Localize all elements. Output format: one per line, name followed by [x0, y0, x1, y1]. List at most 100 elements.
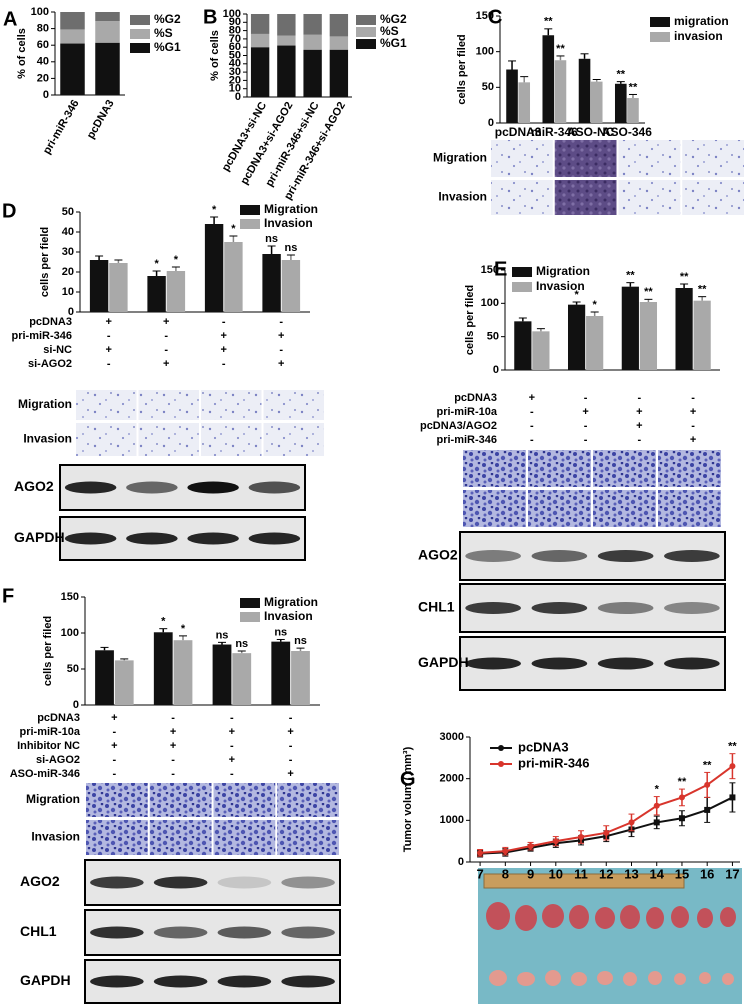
tumor: [517, 972, 535, 986]
y-tick-label: 3000: [440, 731, 464, 743]
bar: [281, 260, 301, 312]
y-tick-label: 30: [229, 66, 241, 78]
x-tick-label: 9: [527, 866, 534, 881]
bar: [173, 640, 193, 705]
bar: [114, 660, 134, 705]
bar-segment: [60, 12, 85, 30]
significance: ns: [265, 233, 278, 245]
cell-image: [593, 490, 656, 527]
treatment-sign: -: [230, 768, 234, 780]
significance: *: [593, 299, 598, 311]
y-tick-label: 90: [229, 16, 241, 28]
y-tick-label: 150: [481, 264, 499, 276]
bar-segment: [329, 36, 349, 50]
treatment-name: si-AGO2: [28, 358, 72, 370]
legend-swatch: [512, 267, 532, 277]
blot-band: [281, 926, 335, 939]
panel-letter: C: [488, 6, 502, 28]
treatment-sign: -: [171, 754, 175, 766]
bar: [232, 653, 252, 705]
image-row-label: Migration: [18, 397, 72, 411]
x-tick-label: 16: [700, 866, 714, 881]
treatment-sign: -: [289, 754, 293, 766]
image-row-label: Invasion: [438, 190, 487, 204]
bar: [271, 641, 291, 705]
y-tick-label: 80: [37, 23, 49, 35]
bar-segment: [277, 14, 296, 36]
treatment-sign: +: [163, 358, 169, 370]
cell-image: [463, 490, 526, 527]
point: [704, 806, 711, 813]
treatment-sign: +: [221, 344, 227, 356]
significance: **: [617, 69, 626, 81]
treatment-sign: -: [584, 420, 588, 432]
blot-band: [664, 657, 720, 670]
y-tick-label: 30: [62, 246, 74, 258]
y-tick-label: 100: [476, 46, 494, 58]
y-axis-label: Tumor volum ( mm³): [402, 746, 414, 852]
treatment-sign: +: [278, 358, 284, 370]
treatment-sign: -: [113, 754, 117, 766]
legend-label: pcDNA3: [518, 739, 569, 754]
x-tick-label: 11: [574, 866, 588, 881]
y-tick-label: 50: [482, 81, 494, 93]
point: [603, 829, 610, 836]
y-tick-label: 70: [229, 33, 241, 45]
legend-swatch: [240, 598, 260, 608]
y-tick-label: 150: [61, 591, 79, 603]
blot-band: [90, 975, 144, 988]
blot-label: AGO2: [14, 478, 54, 494]
significance: **: [626, 270, 635, 282]
tumor: [674, 973, 686, 985]
cell-image: [213, 820, 276, 855]
legend-swatch: [356, 15, 376, 25]
x-tick-label: 8: [502, 866, 509, 881]
treatment-sign: +: [636, 406, 642, 418]
treatment-sign: -: [113, 726, 117, 738]
tumor: [515, 905, 537, 931]
cell-image: [528, 450, 591, 487]
cell-image: [149, 783, 212, 817]
significance: **: [544, 16, 553, 28]
tumor: [671, 906, 689, 928]
treatment-sign: +: [278, 330, 284, 342]
cell-image: [149, 820, 212, 855]
tumor: [646, 907, 664, 929]
y-tick-label: 50: [487, 331, 499, 343]
blot-label: GAPDH: [14, 529, 65, 545]
y-tick-label: 100: [61, 627, 79, 639]
blot-band: [664, 602, 720, 614]
blot-band: [153, 876, 208, 889]
blot-band: [281, 975, 335, 988]
legend-swatch: [130, 43, 150, 53]
legend-label: %G1: [380, 36, 407, 50]
legend-label: %S: [154, 26, 173, 40]
legend-label: pri-miR-346: [518, 755, 590, 770]
significance: ns: [274, 626, 287, 638]
y-tick-label: 80: [229, 25, 241, 37]
cell-image: [263, 423, 324, 456]
blot-label: CHL1: [20, 923, 57, 939]
legend-marker: [498, 745, 504, 751]
bar: [675, 288, 693, 370]
treatment-sign: -: [113, 768, 117, 780]
bar-segment: [303, 49, 322, 97]
point: [653, 819, 660, 826]
x-tick-label: 10: [549, 866, 563, 881]
cell-image: [618, 140, 681, 177]
x-tick-label: pri-miR-346: [41, 98, 82, 156]
significance: **: [728, 741, 737, 753]
legend-label: %G2: [380, 12, 407, 26]
bar: [224, 242, 243, 312]
bar: [621, 286, 639, 370]
bar-segment: [250, 14, 270, 34]
y-tick-label: 0: [458, 856, 464, 868]
point: [552, 838, 559, 845]
cell-image: [277, 783, 339, 817]
x-tick-label: 13: [624, 866, 638, 881]
bar: [542, 35, 555, 124]
cell-image: [76, 390, 137, 420]
treatment-sign: -: [279, 344, 283, 356]
blot-band: [217, 975, 272, 988]
significance: **: [556, 43, 565, 55]
